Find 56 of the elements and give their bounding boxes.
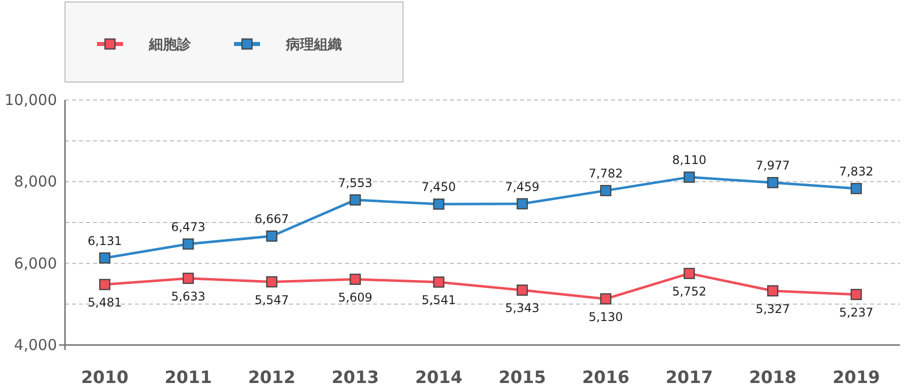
x-tick-label: 2019: [832, 368, 880, 387]
point: [99, 278, 110, 290]
data-label: 7,553: [338, 176, 372, 190]
point: [684, 172, 695, 183]
data-label: 5,541: [422, 293, 456, 308]
point: [99, 252, 110, 264]
data-label: 7,832: [839, 164, 874, 179]
data-label: 5,609: [338, 290, 372, 304]
point: [433, 198, 444, 210]
point: [433, 276, 444, 288]
data-label: 7,782: [588, 166, 623, 181]
y-tick-label: 8,000: [14, 172, 57, 191]
point: [850, 288, 862, 300]
x-tick-label: 2014: [415, 368, 463, 387]
point: [600, 184, 612, 196]
legend-label: 細胞診: [148, 36, 192, 53]
y-tick-label: 10,000: [4, 91, 57, 109]
y-tick-label: 6,000: [14, 254, 57, 272]
point: [516, 284, 528, 296]
x-tick-label: 2013: [332, 368, 379, 387]
x-tick-label: 2011: [164, 368, 212, 387]
point: [350, 194, 361, 206]
point: [182, 238, 194, 250]
point: [266, 276, 278, 288]
point: [850, 182, 862, 194]
x-tick-label: 2016: [582, 368, 630, 387]
point: [182, 272, 194, 284]
data-label: 6,473: [171, 220, 206, 234]
data-label: 5,343: [505, 301, 540, 316]
point: [266, 230, 278, 242]
x-tick-label: 2015: [498, 368, 546, 387]
data-label: 7,459: [505, 180, 540, 194]
point: [767, 177, 778, 188]
data-label: 5,130: [588, 310, 623, 324]
point: [767, 285, 778, 296]
data-label: 7,450: [422, 180, 456, 194]
data-label: 7,977: [756, 158, 790, 173]
point: [684, 268, 695, 280]
data-label: 5,481: [88, 296, 122, 310]
x-tick-label: 2017: [666, 368, 713, 387]
data-label: 5,633: [171, 289, 206, 304]
point: [600, 293, 612, 304]
data-label: 5,237: [839, 305, 874, 320]
point: [350, 274, 361, 285]
data-label: 6,667: [254, 212, 289, 226]
x-tick-label: 2010: [81, 368, 129, 387]
point: [516, 198, 528, 210]
data-label: 5,327: [756, 302, 790, 316]
legend-label: 病理組織: [285, 36, 342, 53]
x-tick-label: 2018: [749, 368, 796, 387]
data-label: 6,131: [88, 234, 122, 248]
y-tick-label: 4,000: [14, 336, 57, 354]
data-label: 8,110: [672, 153, 706, 168]
x-tick-label: 2012: [248, 368, 296, 387]
data-label: 5,547: [254, 292, 289, 307]
data-label: 5,752: [672, 284, 706, 298]
